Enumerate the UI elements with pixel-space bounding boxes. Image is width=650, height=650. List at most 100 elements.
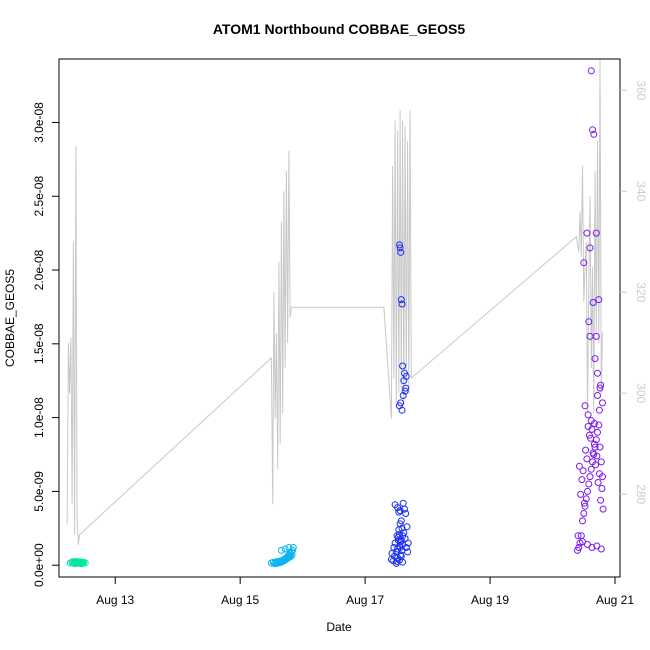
- point-group-4: [594, 479, 602, 486]
- plot-frame: [58, 58, 621, 578]
- point-group-3: [397, 248, 405, 256]
- point-group-4: [582, 495, 590, 503]
- point-group-4: [575, 462, 583, 470]
- point-group-4: [597, 496, 605, 504]
- point-group-3: [397, 399, 405, 407]
- y2-tick-label: 300: [634, 383, 648, 403]
- point-group-4: [592, 332, 600, 340]
- point-group-4: [589, 126, 596, 134]
- point-group-4: [589, 299, 597, 306]
- point-group-4: [587, 434, 595, 442]
- y2-tick-label: 340: [634, 181, 648, 201]
- point-group-3: [397, 517, 405, 525]
- y-tick-label: 0.0e+00: [32, 543, 46, 587]
- point-group-4: [580, 499, 588, 507]
- x-axis-label: Date: [326, 620, 352, 634]
- point-group-4: [596, 443, 604, 451]
- point-group-4: [596, 384, 604, 392]
- points-layer: [66, 67, 607, 568]
- y2-tick-label: 280: [634, 484, 648, 504]
- point-group-2: [277, 546, 285, 554]
- point-group-4: [599, 505, 607, 513]
- point-group-4: [580, 510, 588, 517]
- point-group-4: [589, 449, 597, 457]
- point-group-3: [399, 499, 407, 507]
- point-group-3: [399, 362, 407, 370]
- point-group-3: [401, 505, 408, 513]
- point-group-4: [597, 458, 605, 466]
- point-group-4: [592, 461, 600, 469]
- point-group-4: [594, 392, 601, 399]
- x-tick-label: Aug 15: [221, 593, 259, 607]
- series-line-right-axis: [66, 59, 603, 545]
- point-group-4: [579, 517, 586, 525]
- point-group-4: [599, 399, 606, 407]
- point-group-4: [581, 402, 589, 410]
- point-group-4: [586, 244, 594, 252]
- point-group-1: [71, 558, 79, 565]
- point-group-1: [78, 558, 86, 566]
- point-group-4: [584, 487, 591, 495]
- point-group-3: [395, 508, 403, 516]
- point-group-4: [595, 421, 603, 429]
- y-axis-label: COBBAE_GEOS5: [3, 269, 17, 367]
- point-group-3: [397, 536, 405, 544]
- x-axis: Aug 13 Aug 15 Aug 17 Aug 19 Aug 21: [96, 577, 634, 607]
- point-group-4: [581, 502, 589, 510]
- point-group-4: [590, 420, 598, 427]
- point-group-3: [397, 296, 405, 304]
- y-tick-label: 1.5e-08: [32, 323, 46, 364]
- point-group-4: [588, 544, 596, 551]
- point-group-3: [402, 510, 410, 517]
- point-group-2: [287, 552, 295, 560]
- point-group-3: [399, 392, 407, 399]
- point-group-4: [583, 455, 591, 463]
- point-group-4: [594, 369, 601, 377]
- y2-axis: 280 300 320 340 360: [620, 80, 648, 505]
- point-group-3: [398, 300, 406, 308]
- point-group-3: [399, 532, 407, 540]
- point-group-3: [396, 244, 404, 252]
- y-tick-label: 1.0e-08: [32, 397, 46, 438]
- point-group-3: [402, 384, 410, 392]
- point-group-2: [289, 544, 297, 551]
- point-group-4: [584, 541, 591, 548]
- point-group-3: [404, 539, 412, 547]
- point-group-4: [575, 544, 583, 551]
- point-group-4: [590, 130, 598, 138]
- point-group-3: [398, 406, 406, 414]
- point-group-4: [582, 446, 590, 454]
- point-group-4: [597, 545, 605, 553]
- point-group-4: [585, 480, 593, 488]
- point-group-4: [584, 423, 592, 430]
- point-group-4: [584, 411, 592, 419]
- y-tick-label: 5.0e-09: [32, 471, 46, 512]
- point-group-4: [579, 538, 586, 546]
- point-group-2: [288, 551, 296, 559]
- y-tick-label: 2.5e-08: [32, 176, 46, 217]
- point-group-3: [404, 548, 412, 556]
- point-group-3: [403, 523, 411, 531]
- chart-title: ATOM1 Northbound COBBAE_GEOS5: [213, 21, 465, 37]
- y-tick-label: 3.0e-08: [32, 102, 46, 143]
- point-group-3: [399, 558, 407, 566]
- point-group-3: [396, 544, 404, 551]
- point-group-4: [574, 532, 582, 540]
- y-tick-label: 2.0e-08: [32, 249, 46, 290]
- point-group-4: [590, 440, 598, 448]
- x-tick-label: Aug 17: [346, 593, 384, 607]
- point-group-3: [396, 241, 403, 249]
- x-tick-label: Aug 19: [471, 593, 509, 607]
- point-group-4: [585, 318, 593, 326]
- point-group-4: [579, 467, 587, 475]
- point-group-4: [587, 67, 595, 75]
- point-group-4: [586, 473, 594, 481]
- point-group-3: [398, 524, 406, 532]
- point-group-2: [285, 544, 293, 551]
- point-group-4: [597, 381, 605, 389]
- point-group-3: [401, 387, 409, 395]
- point-group-4: [580, 259, 588, 267]
- right-axis-line-layer: [66, 59, 603, 545]
- point-group-4: [591, 355, 599, 363]
